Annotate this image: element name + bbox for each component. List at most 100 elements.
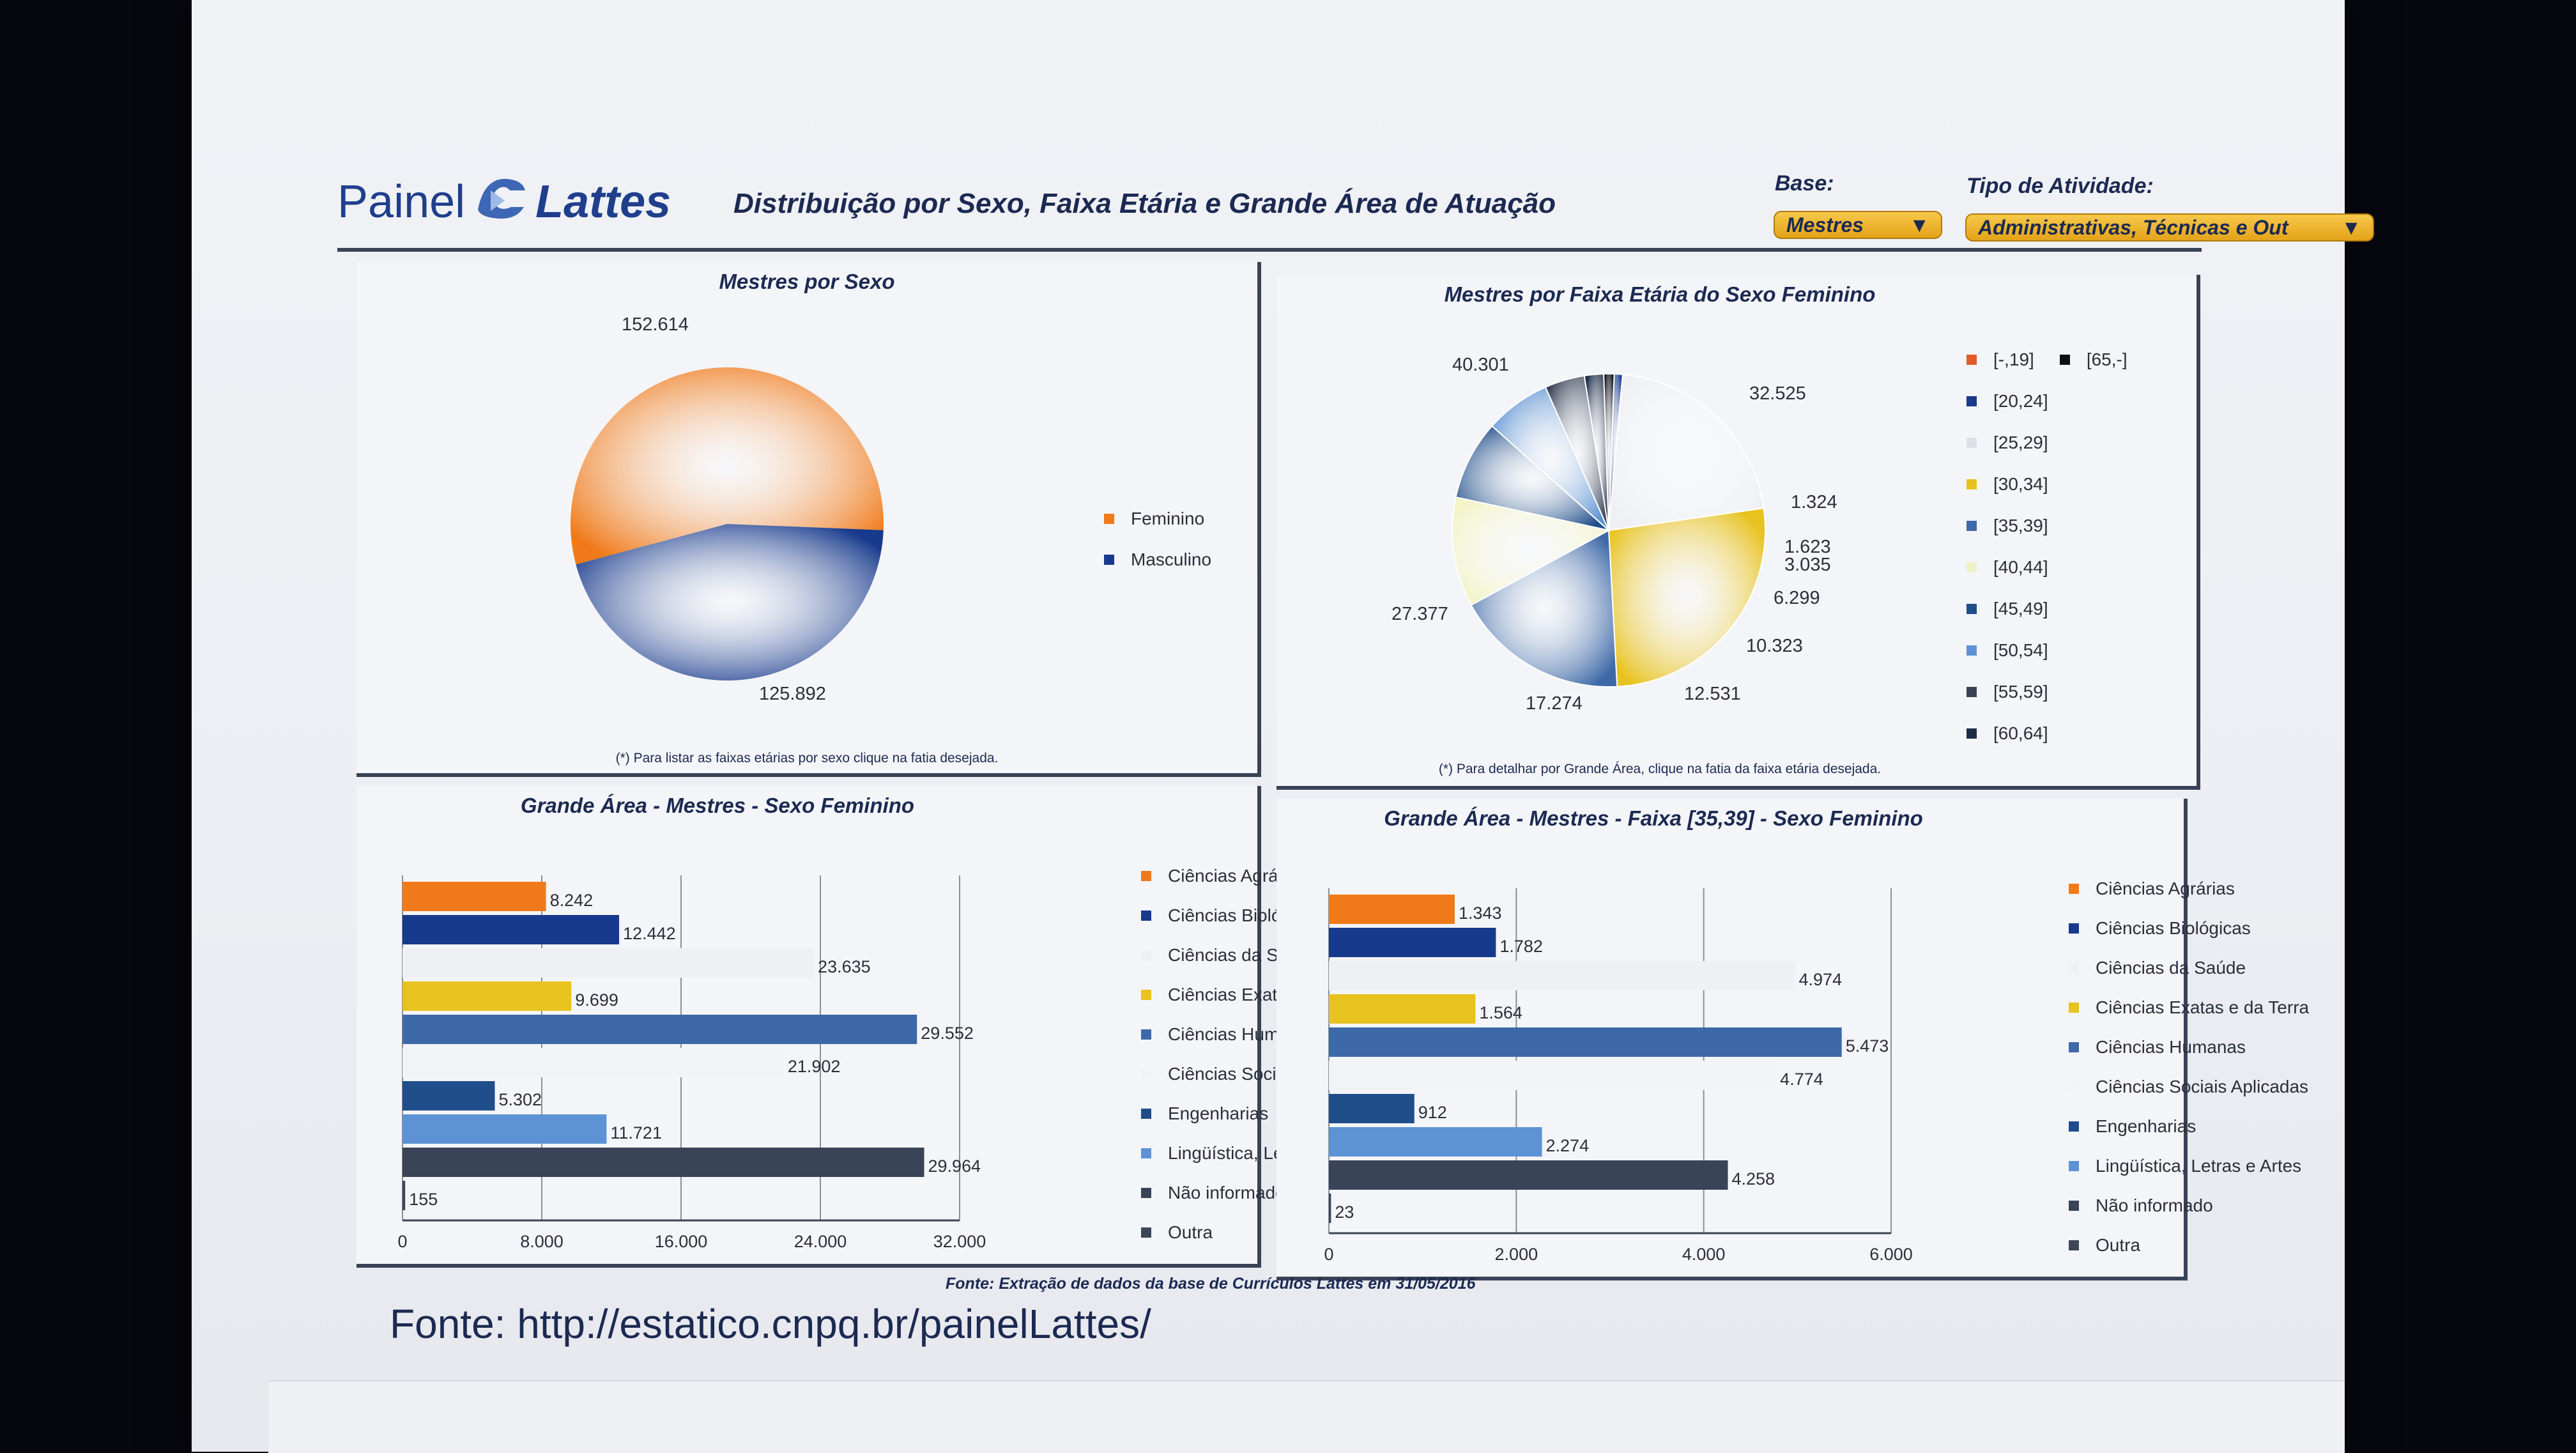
legend-item-age-45-49[interactable]: [45,49]	[1966, 588, 2128, 629]
legend-swatch	[1966, 645, 1977, 656]
pie-slice-feminino[interactable]	[570, 367, 884, 565]
bar-ci-ncias-agr-rias[interactable]	[1329, 895, 1455, 924]
bar-value-label: 1.343	[1459, 903, 1502, 923]
base-select[interactable]: Mestres ▼	[1774, 211, 1942, 239]
legend-item-n-o-informado[interactable]: Não informado	[2069, 1186, 2309, 1226]
pie-slice--40-44-[interactable]	[1452, 496, 1611, 606]
legend-item-n-o-informado[interactable]: Não informado	[1141, 1173, 1381, 1213]
bar-engenharias[interactable]	[402, 1081, 495, 1111]
bar-outra[interactable]	[402, 1181, 406, 1210]
bar-ci-ncias-exatas-e-da-terra[interactable]	[1329, 994, 1476, 1024]
legend-swatch	[1966, 396, 1977, 406]
bar-ci-ncias-sociais-aplicadas[interactable]	[402, 1048, 784, 1077]
data-label: 1.623	[1784, 537, 1831, 557]
legend-label: Engenharias	[2096, 1116, 2196, 1136]
sex-legend: Feminino Masculino	[1104, 498, 1211, 580]
age-legend: [-,19] [65,-] [20,24] [25,29] [30,34] [3…	[1966, 339, 2128, 754]
chart-title: Grande Área - Mestres - Faixa [35,39] - …	[1384, 806, 1923, 830]
legend-item-feminino[interactable]: Feminino	[1104, 498, 1211, 539]
pie-slice--45-49-[interactable]	[1455, 425, 1611, 532]
legend-swatch	[2069, 963, 2079, 973]
legend-item-age-40-44[interactable]: [40,44]	[1966, 546, 2128, 588]
pie-slice--35-39-[interactable]	[1470, 529, 1618, 688]
x-tick-label: 24.000	[794, 1232, 847, 1251]
bar-n-o-informado[interactable]	[402, 1148, 924, 1177]
legend-item-age-60-64[interactable]: [60,64]	[1966, 712, 2128, 754]
paper-fold	[268, 1380, 2345, 1453]
legend-item-age-19[interactable]: [-,19] [65,-]	[1966, 339, 2128, 380]
bar-value-label: 21.902	[788, 1057, 841, 1076]
x-tick-label: 8.000	[520, 1232, 564, 1251]
bar-ci-ncias-humanas[interactable]	[402, 1015, 917, 1044]
legend-item-outra[interactable]: Outra	[2069, 1226, 2309, 1265]
bar-ling-stica-letras-e-artes[interactable]	[1329, 1127, 1542, 1157]
legend-swatch	[1966, 354, 1977, 365]
data-label: 32.525	[1749, 383, 1806, 404]
bar-ci-ncias-agr-rias[interactable]	[402, 882, 546, 911]
legend-swatch	[2059, 354, 2070, 365]
lattes-logo-icon	[471, 171, 529, 233]
legend-item-engenharias[interactable]: Engenharias	[2069, 1107, 2309, 1146]
data-label: 40.301	[1452, 355, 1509, 375]
legend-label: [45,49]	[1993, 598, 2048, 619]
activity-select-value: Administrativas, Técnicas e Out	[1978, 215, 2288, 239]
bar-engenharias[interactable]	[1329, 1094, 1414, 1123]
legend-label: Ciências Sociais Aplicadas	[2096, 1077, 2309, 1096]
legend-swatch	[1141, 1069, 1151, 1079]
data-label: 27.377	[1392, 604, 1448, 624]
legend-item-ci-ncias-humanas[interactable]: Ciências Humanas	[2069, 1027, 2309, 1067]
bar-ci-ncias-da-sa-de[interactable]	[402, 948, 815, 978]
legend-swatch	[2069, 1042, 2079, 1052]
pie-slice--25-29-[interactable]	[1607, 373, 1765, 532]
bar-value-label: 23	[1335, 1203, 1354, 1222]
pie-slice--30-34-[interactable]	[1607, 507, 1766, 688]
chart-note: (*) Para listar as faixas etárias por se…	[615, 751, 999, 765]
legend-item-age-55-59[interactable]: [55,59]	[1966, 671, 2128, 712]
legend-label: Não informado	[2096, 1195, 2213, 1215]
dashboard-header: Painel Lattes Distribuição por Sexo, Fai…	[337, 165, 2374, 252]
legend-label: [20,24]	[1993, 390, 2048, 411]
legend-label: Ciências Agrárias	[2096, 879, 2235, 898]
legend-item-ci-ncias-biol-gicas[interactable]: Ciências Biológicas	[2069, 909, 2309, 948]
legend-swatch	[1104, 555, 1114, 565]
legend-swatch	[1966, 562, 1977, 573]
legend-item-ci-ncias-da-sa-de[interactable]: Ciências da Saúde	[2069, 948, 2309, 988]
legend-swatch	[1966, 603, 1977, 614]
bar-outra[interactable]	[1329, 1194, 1331, 1223]
bar-ci-ncias-da-sa-de[interactable]	[1329, 961, 1795, 990]
legend-label: Outra	[1168, 1222, 1213, 1242]
bar-ci-ncias-biol-gicas[interactable]	[402, 915, 620, 944]
legend-item-age-50-54[interactable]: [50,54]	[1966, 629, 2128, 671]
bar-ci-ncias-biol-gicas[interactable]	[1329, 928, 1496, 957]
bar-n-o-informado[interactable]	[1329, 1160, 1728, 1190]
legend-swatch	[1141, 950, 1151, 960]
legend-label: Ciências da Saúde	[2096, 958, 2246, 978]
bar-ci-ncias-humanas[interactable]	[1329, 1027, 1842, 1057]
bar-value-label: 9.699	[575, 990, 618, 1010]
legend-swatch	[1966, 437, 1977, 448]
legend-item-age-30-34[interactable]: [30,34]	[1966, 463, 2128, 505]
legend-item-outra[interactable]: Outra	[1141, 1213, 1381, 1252]
legend-swatch	[1141, 1148, 1151, 1158]
legend-label: Outra	[2096, 1235, 2141, 1255]
bar-ling-stica-letras-e-artes[interactable]	[402, 1114, 607, 1144]
legend-swatch	[1141, 1227, 1151, 1238]
legend-item-ci-ncias-exatas-e-da-terra[interactable]: Ciências Exatas e da Terra	[2069, 988, 2309, 1027]
legend-item-masculino[interactable]: Masculino	[1104, 539, 1211, 580]
legend-label: [35,39]	[1993, 515, 2048, 535]
legend-item-ci-ncias-sociais-aplicadas[interactable]: Ciências Sociais Aplicadas	[2069, 1067, 2309, 1107]
bar-value-label: 4.258	[1732, 1169, 1775, 1188]
legend-item-engenharias[interactable]: Engenharias	[1141, 1094, 1381, 1134]
legend-item-age-25-29[interactable]: [25,29]	[1966, 422, 2128, 463]
bar-value-label: 29.552	[921, 1024, 974, 1043]
legend-swatch	[2069, 1003, 2079, 1013]
bar-ci-ncias-sociais-aplicadas[interactable]	[1329, 1061, 1777, 1090]
legend-item-age-20-24[interactable]: [20,24]	[1966, 380, 2128, 422]
bar-ci-ncias-exatas-e-da-terra[interactable]	[402, 981, 572, 1011]
activity-select[interactable]: Administrativas, Técnicas e Out ▼	[1965, 213, 2374, 242]
legend-item-age-35-39[interactable]: [35,39]	[1966, 505, 2128, 546]
legend-item-ling-stica-letras-e-artes[interactable]: Lingüística, Letras e Artes	[2069, 1146, 2309, 1186]
pie-slice--65-[interactable]	[1603, 373, 1615, 531]
pie-slice-masculino[interactable]	[576, 524, 884, 680]
legend-item-ci-ncias-agr-rias[interactable]: Ciências Agrárias	[2069, 869, 2309, 909]
